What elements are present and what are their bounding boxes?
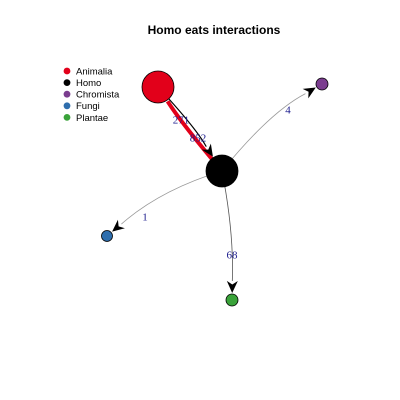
arrowhead-homo-to-fungi (112, 219, 125, 232)
legend-label-fungi: Fungi (76, 101, 100, 112)
edge-homo-to-plantae (221, 170, 233, 281)
legend-label-animalia: Animalia (76, 66, 113, 77)
legend-marker-chromista (63, 90, 71, 98)
node-homo (205, 154, 239, 188)
legend-marker-homo (63, 79, 71, 86)
edge-label-animalia-to-homo: 271 (173, 115, 190, 127)
node-animalia (141, 70, 175, 104)
diagram-title: Homo eats interactions (148, 23, 281, 37)
legend-marker-plantae (63, 114, 71, 121)
arrowhead-homo-to-chromista (302, 87, 316, 99)
node-plantae (225, 293, 239, 307)
edge-label-homo-to-fungi: 1 (142, 212, 148, 224)
edge-label-homo-to-chromista: 4 (285, 105, 291, 117)
node-chromista (315, 77, 329, 91)
arrowhead-animalia-to-homo (201, 143, 213, 157)
legend-label-homo: Homo (76, 78, 101, 89)
node-fungi (101, 230, 113, 242)
legend-label-chromista: Chromista (76, 90, 120, 101)
legend-marker-fungi (63, 102, 71, 110)
edge-label-homo-to-plantae: 68 (227, 250, 239, 262)
edges (112, 86, 316, 293)
legend-marker-animalia (63, 67, 71, 75)
edge-homo-to-chromista (221, 93, 306, 172)
arrowhead-homo-to-plantae (226, 280, 238, 293)
edge-homo-to-fungi (121, 170, 223, 225)
legend-label-plantae: Plantae (76, 113, 108, 124)
edge-label-homo-to-animalia: 852 (190, 133, 207, 145)
nodes (101, 70, 329, 307)
